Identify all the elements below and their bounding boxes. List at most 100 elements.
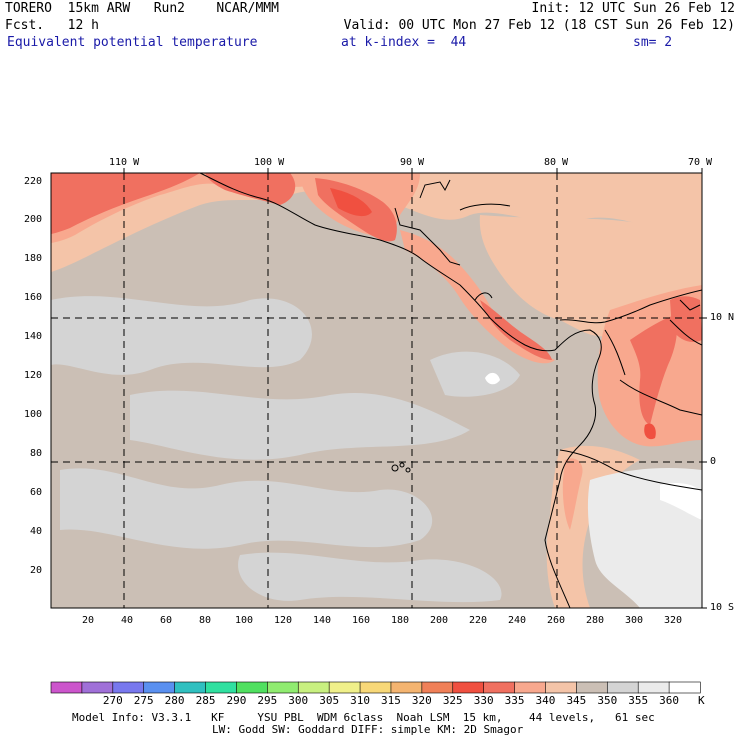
physics-info: LW: Godd SW: Goddard DIFF: simple KM: 2D… bbox=[212, 723, 524, 736]
white-patch-small bbox=[485, 372, 500, 385]
field-name: Equivalent potential temperature bbox=[7, 35, 258, 50]
y-tick-20: 20 bbox=[30, 565, 43, 576]
hot-highlands bbox=[330, 188, 372, 217]
plot-frame bbox=[50, 172, 703, 609]
x-tick: 40 bbox=[121, 615, 134, 626]
lat-label-10s: 10 S bbox=[710, 602, 735, 613]
model-info: Model Info: V3.3.1 KF YSU PBL WDM 6class… bbox=[72, 711, 655, 724]
model-run-title: TORERO 15km ARW Run2 NCAR/MMM bbox=[5, 1, 279, 16]
x-tick: 120 bbox=[274, 615, 293, 626]
colorbar-label: 305 bbox=[319, 694, 340, 707]
x-tick: 220 bbox=[469, 615, 488, 626]
x-tick: 280 bbox=[586, 615, 605, 626]
lat-label-0: 0 bbox=[710, 456, 717, 467]
warm-band-north bbox=[51, 173, 702, 272]
colorbar-label: 350 bbox=[597, 694, 618, 707]
colorbar-swatch bbox=[267, 681, 299, 694]
cool-patch bbox=[60, 468, 433, 549]
white-patch bbox=[660, 483, 702, 520]
colorbar-swatch bbox=[514, 681, 547, 694]
x-tick: 200 bbox=[430, 615, 449, 626]
x-tick: 300 bbox=[625, 615, 644, 626]
cool-patch bbox=[430, 351, 520, 397]
colorbar-swatch bbox=[112, 681, 145, 694]
cool-patch bbox=[51, 296, 312, 375]
y-tick-200: 200 bbox=[24, 214, 43, 225]
colorbar-label: 295 bbox=[257, 694, 278, 707]
colorbar-label: 280 bbox=[164, 694, 185, 707]
lat-label-10n: 10 N bbox=[710, 312, 735, 323]
colorbar-label: 310 bbox=[350, 694, 370, 707]
colorbar-swatch bbox=[143, 681, 176, 694]
coastlines bbox=[199, 173, 702, 608]
y-tick-160: 160 bbox=[24, 292, 43, 303]
colorbar-swatch bbox=[668, 681, 701, 694]
colorbar-label: 340 bbox=[535, 694, 556, 707]
hot-core-northwest bbox=[51, 173, 200, 234]
lon-label-90w: 90 W bbox=[400, 157, 425, 168]
colorbar-label: 330 bbox=[473, 694, 494, 707]
colorbar-label: 285 bbox=[195, 694, 216, 707]
hot-core-mexico bbox=[205, 173, 296, 205]
colorbar-swatch bbox=[637, 681, 670, 694]
colorbar-label: 300 bbox=[288, 694, 309, 707]
colorbar-swatch bbox=[576, 681, 608, 694]
colorbar-swatch bbox=[359, 681, 392, 694]
warm-ecuador-mid bbox=[562, 458, 583, 530]
x-tick: 140 bbox=[313, 615, 332, 626]
colorbar-label: 315 bbox=[381, 694, 401, 707]
colorbar bbox=[50, 681, 701, 694]
colorbar-label: 325 bbox=[442, 694, 463, 707]
colorbar-swatch bbox=[545, 681, 577, 694]
colorbar-label: 270 bbox=[102, 694, 123, 707]
hot-blob bbox=[644, 423, 656, 440]
x-tick: 260 bbox=[547, 615, 566, 626]
colorbar-swatch bbox=[421, 681, 454, 694]
y-tick-80: 80 bbox=[30, 448, 43, 459]
x-tick: 20 bbox=[82, 615, 95, 626]
colorbar-swatch bbox=[205, 681, 238, 694]
theta-e-field bbox=[51, 173, 702, 608]
init-time: Init: 12 UTC Sun 26 Feb 12 bbox=[531, 1, 736, 16]
colorbar-label: 320 bbox=[411, 694, 432, 707]
lon-label-110w: 110 W bbox=[109, 157, 140, 168]
y-tick-100: 100 bbox=[24, 409, 43, 420]
x-tick: 80 bbox=[199, 615, 212, 626]
colorbar-label: 290 bbox=[226, 694, 247, 707]
colorbar-unit: K bbox=[698, 694, 705, 707]
colorbar-swatch bbox=[297, 681, 330, 694]
lon-label-80w: 80 W bbox=[544, 157, 569, 168]
colorbar-label: 360 bbox=[659, 694, 680, 707]
colorbar-swatch bbox=[174, 681, 207, 694]
hot-costa-rica bbox=[480, 300, 552, 360]
y-tick-120: 120 bbox=[24, 370, 43, 381]
colorbar-swatch bbox=[50, 681, 83, 694]
lon-label-70w: 70 W bbox=[688, 157, 713, 168]
x-tick: 100 bbox=[235, 615, 254, 626]
colorbar-swatch bbox=[81, 681, 114, 694]
y-tick-220: 220 bbox=[24, 176, 43, 187]
colorbar-swatch bbox=[328, 681, 361, 694]
cool-patch bbox=[238, 552, 502, 603]
forecast-hour: Fcst. 12 h bbox=[5, 18, 99, 33]
y-tick-140: 140 bbox=[24, 331, 43, 342]
lon-label-100w: 100 W bbox=[254, 157, 285, 168]
x-tick: 160 bbox=[352, 615, 371, 626]
colorbar-label: 275 bbox=[133, 694, 154, 707]
smoothing-label: sm= 2 bbox=[633, 35, 673, 50]
x-tick: 240 bbox=[508, 615, 527, 626]
colorbar-label: 345 bbox=[566, 694, 587, 707]
x-tick: 60 bbox=[160, 615, 173, 626]
y-tick-40: 40 bbox=[30, 526, 43, 537]
x-tick: 320 bbox=[664, 615, 683, 626]
colorbar-swatch bbox=[483, 681, 516, 694]
valid-time: Valid: 00 UTC Mon 27 Feb 12 (18 CST Sun … bbox=[343, 18, 735, 33]
colorbar-swatch bbox=[390, 681, 423, 694]
y-tick-180: 180 bbox=[24, 253, 43, 264]
tick-marks bbox=[123, 168, 707, 609]
lat-lon-grid bbox=[51, 173, 702, 608]
colorbar-label: 335 bbox=[504, 694, 525, 707]
colorbar-swatch bbox=[606, 681, 639, 694]
colorbar-label: 355 bbox=[628, 694, 649, 707]
